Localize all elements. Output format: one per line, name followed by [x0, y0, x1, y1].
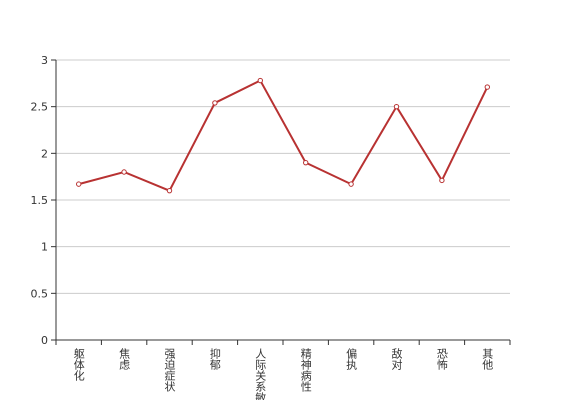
x-tick-label: 强迫症状: [163, 348, 176, 392]
x-tick-label: 其他: [481, 348, 494, 370]
point: [439, 177, 445, 184]
point: [76, 181, 82, 187]
point: [393, 103, 400, 110]
line: [78, 79, 489, 192]
x-tick-label: 焦虑: [118, 348, 131, 370]
y-tick-label: 1: [41, 241, 48, 254]
x-tick-label: 敌对: [390, 347, 403, 370]
y-tick-label: 3: [41, 54, 48, 67]
point: [348, 181, 354, 187]
x-tick-label: 精神病性: [299, 348, 312, 393]
x-tick-label: 恐怖: [435, 348, 448, 370]
y-tick-label: 0.5: [31, 287, 49, 300]
x-tick-label: 抑郁: [208, 347, 221, 370]
x-tick-label: 躯体化: [72, 348, 85, 382]
x-tick-label: 偏执: [345, 347, 358, 371]
point: [212, 100, 218, 106]
point: [257, 77, 263, 84]
point: [484, 84, 490, 90]
y-tick-label: 2.5: [31, 101, 49, 114]
y-tick-label: 2: [41, 147, 48, 160]
x-tick-label: 人际关系敏感: [254, 348, 267, 400]
y-tick-label: 1.5: [31, 194, 49, 207]
point: [303, 159, 309, 166]
point: [166, 187, 173, 194]
y-tick-label: 0: [41, 334, 48, 347]
point: [121, 169, 127, 175]
